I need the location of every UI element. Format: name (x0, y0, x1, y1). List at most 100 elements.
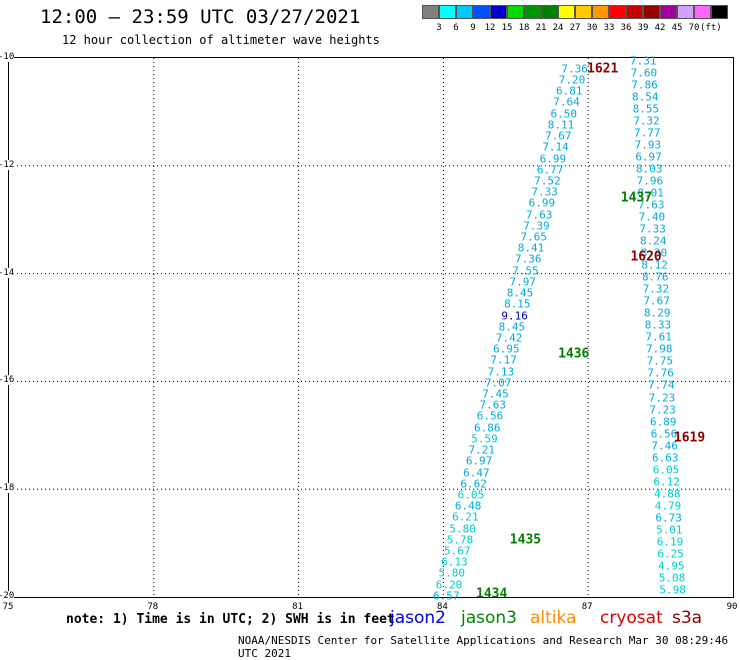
wave-height-value: 8.12 (641, 258, 668, 272)
x-tick-label: 87 (581, 602, 593, 612)
wave-height-value: 8.55 (632, 102, 660, 116)
wave-height-value: 6.48 (454, 499, 482, 513)
wave-height-value: 6.89 (650, 415, 677, 429)
wave-height-value: 8.29 (644, 306, 671, 320)
wave-height-value: 5.80 (449, 522, 476, 536)
chart-subtitle: 12 hour collection of altimeter wave hei… (62, 33, 380, 47)
x-tick-label: 90 (726, 602, 738, 612)
wave-height-value: 7.32 (642, 282, 670, 296)
wave-height-value: 8.11 (547, 118, 575, 132)
wave-height-value: 7.65 (520, 230, 547, 244)
pass-time-label: 1437 (620, 190, 653, 206)
wave-height-value: 7.14 (542, 140, 569, 154)
legend-swatch (456, 5, 473, 19)
y-tick-label: -16 (0, 375, 15, 386)
legend-swatch (422, 5, 439, 19)
legend-swatch (558, 5, 575, 19)
wave-height-value: 8.41 (517, 241, 545, 255)
wave-height-value: 5.08 (658, 571, 686, 585)
wave-height-value: 7.17 (490, 353, 517, 367)
legend-swatch (439, 5, 456, 19)
pass-time-label: 1621 (587, 61, 619, 77)
wave-height-value: 6.95 (493, 342, 520, 356)
wave-height-value: 6.19 (656, 535, 684, 549)
legend-swatch (626, 5, 643, 19)
wave-height-value: 6.97 (465, 454, 493, 468)
y-tick-label: -18 (0, 483, 15, 494)
pass-time-label: 1619 (673, 430, 706, 446)
legend-label: 21 (535, 23, 547, 33)
wave-height-value: 4.95 (658, 559, 685, 573)
wave-height-value: 7.98 (646, 342, 673, 356)
wave-height-value: 7.97 (509, 275, 537, 289)
wave-height-overlay: 7.36 7.20 6.81 7.64 6.50 8.11 7.67 7.14 6.99 6.77… (9, 54, 733, 602)
legend-label: 24 (552, 23, 564, 33)
wave-height-value: 5.80 (438, 566, 466, 580)
wave-height-value: 8.01 (637, 186, 664, 200)
wave-height-value: 8.30 (640, 246, 668, 260)
wave-height-value: 7.67 (643, 294, 670, 308)
wave-height-value: 6.81 (555, 84, 583, 98)
legend-label: 12 (484, 23, 496, 33)
wave-height-value: 7.13 (487, 365, 515, 379)
pass-time-label: 1434 (476, 586, 508, 602)
x-tick-label: 75 (2, 602, 14, 612)
wave-height-value: 5.01 (656, 523, 683, 537)
wave-height-value: 7.60 (630, 66, 658, 80)
wave-height-value: 5.78 (446, 533, 474, 547)
legend-label: 3 (436, 23, 442, 33)
legend-label: 15 (501, 23, 513, 33)
legend-label: 6 (453, 23, 459, 33)
wave-height-value: 8.15 (504, 297, 531, 311)
wave-height-value: 7.45 (482, 387, 509, 401)
pass-time-label: 1435 (509, 532, 542, 548)
wave-height-value: 7.74 (648, 378, 675, 392)
wave-height-value: 7.42 (495, 331, 523, 345)
satellite-name: s3a (672, 608, 703, 628)
satellite-name: altika (530, 608, 577, 628)
satellite-name: cryosat (600, 608, 663, 628)
legend-swatch (711, 5, 728, 19)
wave-height-value: 8.76 (642, 270, 669, 284)
x-tick-label: 84 (436, 602, 448, 612)
chart-title: 12:00 – 23:59 UTC 03/27/2021 (40, 6, 361, 28)
wave-height-value: 4.79 (654, 499, 682, 513)
wave-height-value: 6.47 (463, 466, 490, 480)
wave-height-value: 6.99 (539, 152, 567, 165)
pass-time-label: 1436 (558, 346, 590, 362)
x-tick-label: 78 (147, 602, 159, 612)
legend-label: 30 (586, 23, 598, 33)
legend-swatch (490, 5, 507, 19)
map-plot-area: 7.36 7.20 6.81 7.64 6.50 8.11 7.67 7.14 6.99 6.77… (8, 54, 734, 602)
wave-height-value: 5.59 (471, 432, 498, 446)
legend-label: 27 (569, 23, 581, 33)
legend-label: 18 (518, 23, 530, 33)
legend-swatch (507, 5, 524, 19)
wave-height-value: 7.36 (514, 252, 542, 266)
wave-height-value: 6.56 (476, 409, 504, 423)
wave-height-value: 7.76 (647, 366, 674, 380)
wave-height-value: 6.21 (452, 510, 479, 524)
wave-height-value: 7.64 (553, 95, 580, 109)
wave-height-value: 5.67 (443, 544, 471, 558)
legend-swatch (660, 5, 677, 19)
wave-height-value: 6.05 (652, 463, 680, 477)
y-tick-label: -20 (0, 591, 15, 601)
wave-height-value: 6.05 (457, 488, 485, 502)
legend-swatch (592, 5, 609, 19)
legend-swatch (575, 5, 592, 19)
wave-height-value: 8.54 (631, 90, 659, 104)
legend-swatch (541, 5, 558, 19)
wave-height-value: 7.23 (648, 391, 676, 405)
wave-height-value: 7.67 (545, 129, 572, 143)
wave-height-value: 6.62 (460, 477, 487, 491)
wave-height-value: 7.55 (512, 264, 539, 278)
wave-height-value: 7.96 (636, 174, 664, 188)
wave-height-value: 6.20 (435, 578, 463, 592)
pass-time-label: 1620 (630, 249, 662, 265)
wave-height-value: 6.57 (433, 589, 460, 603)
legend-swatch (524, 5, 541, 19)
wave-height-value: 7.63 (479, 398, 506, 412)
satellite-name: jason3 (461, 608, 517, 628)
wave-height-value: 6.77 (536, 163, 564, 177)
